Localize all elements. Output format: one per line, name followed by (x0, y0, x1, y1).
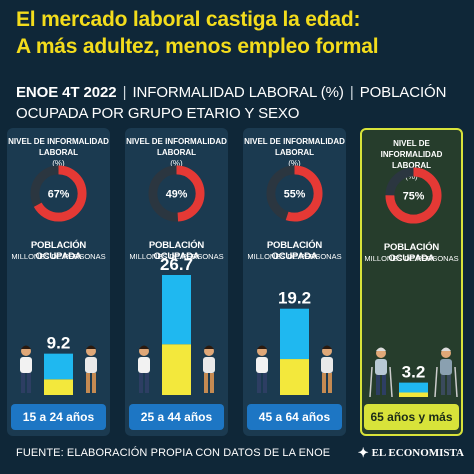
headline-line-2: A más adultez, menos empleo formal (16, 35, 379, 58)
man-figure-icon (85, 345, 97, 393)
informality-arc (266, 165, 323, 222)
woman-figure-icon (256, 345, 268, 393)
men-bar (280, 308, 309, 360)
population-unit: MILLONES DE PERSONAS (129, 252, 224, 261)
age-group-label: 65 años y más (364, 404, 459, 430)
men-bar (44, 353, 73, 380)
total-value-label: 26.7 (160, 255, 193, 274)
informality-label-text: NIVEL DE INFORMALIDAD LABORAL (126, 137, 227, 157)
woman-figure-icon (369, 347, 393, 398)
age-group-panel: NIVEL DE INFORMALIDAD LABORAL (%) 55% POBLA… (243, 128, 346, 436)
subhead-period: ENOE 4T 2022 (16, 84, 117, 101)
total-value-label: 9.2 (47, 334, 71, 353)
informality-donut: 67% (30, 165, 87, 222)
logo-mark-icon: ✦ (357, 445, 369, 460)
informality-arc (148, 165, 205, 222)
informality-value: 49% (166, 188, 188, 200)
men-bar (399, 382, 428, 393)
informality-value: 75% (403, 190, 425, 202)
informality-arc (30, 165, 87, 222)
age-group-panel: NIVEL DE INFORMALIDAD LABORAL (%) 67% POBLA… (7, 128, 110, 436)
total-value-label: 19.2 (278, 289, 311, 308)
women-bar (44, 379, 73, 395)
headline: El mercado laboral castiga la edad: A má… (16, 6, 468, 60)
informality-label-unit: (%) (170, 159, 183, 168)
women-bar (399, 392, 428, 397)
population-unit: MILLONES DE PERSONAS (364, 254, 459, 263)
logo-text: EL ECONOMISTA (371, 447, 464, 459)
population-label: POBLACIÓN OCUPADA (383, 242, 440, 264)
age-group-label: 25 a 44 años (129, 404, 224, 430)
population-unit: MILLONES DE PERSONAS (11, 252, 106, 261)
population-label: POBLACIÓN OCUPADA (266, 240, 323, 262)
women-bar (280, 359, 309, 395)
informality-label: NIVEL DE INFORMALIDAD LABORAL (%) (125, 136, 228, 169)
population-plot: 26.711.315.4 (133, 255, 221, 416)
age-group-panel: NIVEL DE INFORMALIDAD LABORAL (%) 75% POBLA… (360, 128, 463, 436)
subhead: ENOE 4T 2022 | INFORMALIDAD LABORAL (%) … (16, 82, 466, 124)
informality-label-text: NIVEL DE INFORMALIDAD LABORAL (380, 139, 443, 170)
subhead-separator: | (122, 84, 127, 101)
informality-donut: 55% (266, 165, 323, 222)
informality-arc (385, 167, 442, 224)
informality-label-text: NIVEL DE INFORMALIDAD LABORAL (244, 137, 345, 157)
population-plot: 3.21.02.2 (369, 347, 458, 418)
population-plot: 19.28.011.2 (254, 289, 339, 416)
informality-label-unit: (%) (288, 159, 301, 168)
population-label: POBLACIÓN OCUPADA (148, 240, 205, 262)
informality-label: NIVEL DE INFORMALIDAD LABORAL (%) (7, 136, 110, 169)
informality-label-unit: (%) (405, 172, 418, 181)
subhead-separator: | (349, 84, 354, 101)
age-group-panel: NIVEL DE INFORMALIDAD LABORAL (%) 49% POBLA… (125, 128, 228, 436)
informality-label-text: NIVEL DE INFORMALIDAD LABORAL (8, 137, 109, 157)
women-bar (162, 344, 191, 395)
man-figure-icon (203, 345, 215, 393)
informality-label-unit: (%) (52, 159, 65, 168)
man-figure-icon (321, 345, 333, 393)
informality-value: 55% (284, 188, 306, 200)
age-group-label: 45 a 64 años (247, 404, 342, 430)
population-label: POBLACIÓN OCUPADA (30, 240, 87, 262)
informality-label: NIVEL DE INFORMALIDAD LABORAL (%) (362, 138, 461, 182)
population-plot: 9.23.55.7 (18, 334, 100, 416)
woman-figure-icon (138, 345, 150, 393)
informality-donut: 75% (385, 167, 442, 224)
man-figure-icon (434, 347, 458, 398)
informality-label: NIVEL DE INFORMALIDAD LABORAL (%) (243, 136, 346, 169)
population-unit: MILLONES DE PERSONAS (247, 252, 342, 261)
publisher-logo: ✦ EL ECONOMISTA (358, 445, 464, 461)
informality-value: 67% (48, 188, 70, 200)
subhead-informality: INFORMALIDAD LABORAL (%) (132, 84, 344, 101)
total-value-label: 3.2 (402, 363, 426, 382)
men-bar (162, 275, 191, 345)
source-note: FUENTE: ELABORACIÓN PROPIA CON DATOS DE … (16, 447, 331, 459)
subhead-population: POBLACIÓN OCUPADA POR GRUPO ETARIO Y SEX… (16, 84, 447, 122)
informality-donut: 49% (148, 165, 205, 222)
age-group-label: 15 a 24 años (11, 404, 106, 430)
woman-figure-icon (20, 345, 32, 393)
headline-line-1: El mercado laboral castiga la edad: (16, 8, 361, 31)
